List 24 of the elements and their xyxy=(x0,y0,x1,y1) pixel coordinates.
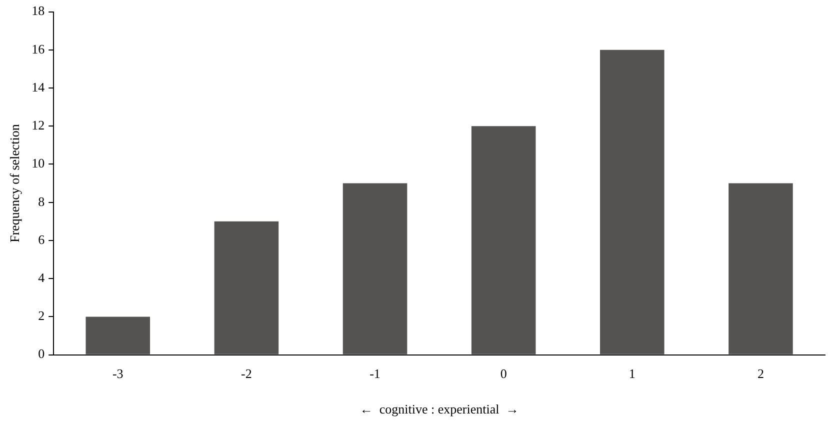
bar xyxy=(600,50,664,354)
y-tick-label: 10 xyxy=(32,156,45,171)
y-tick-label: 0 xyxy=(38,346,45,362)
y-tick-label: 14 xyxy=(32,79,46,94)
x-tick-label: 0 xyxy=(500,366,507,382)
x-tick-label: -2 xyxy=(241,366,252,382)
bar xyxy=(728,183,793,354)
x-tick-label: 2 xyxy=(757,366,764,382)
bar xyxy=(342,183,408,354)
x-axis-title: ← cognitive : experiential → xyxy=(360,402,519,417)
y-tick-label: 16 xyxy=(32,41,46,56)
y-tick-label: 18 xyxy=(32,3,45,18)
bar xyxy=(471,126,536,354)
y-tick-label: 2 xyxy=(38,308,45,324)
x-tick-label: 1 xyxy=(628,366,636,382)
y-tick-label: 4 xyxy=(38,270,46,285)
bar xyxy=(214,221,279,354)
y-tick-label: 12 xyxy=(32,118,45,133)
x-tick-label: -1 xyxy=(370,366,380,382)
bar xyxy=(86,316,150,354)
x-tick-label: -3 xyxy=(112,366,124,382)
y-tick-label: 8 xyxy=(38,194,45,209)
y-axis-title: Frequency of selection xyxy=(7,124,22,243)
y-tick-label: 6 xyxy=(38,232,46,247)
